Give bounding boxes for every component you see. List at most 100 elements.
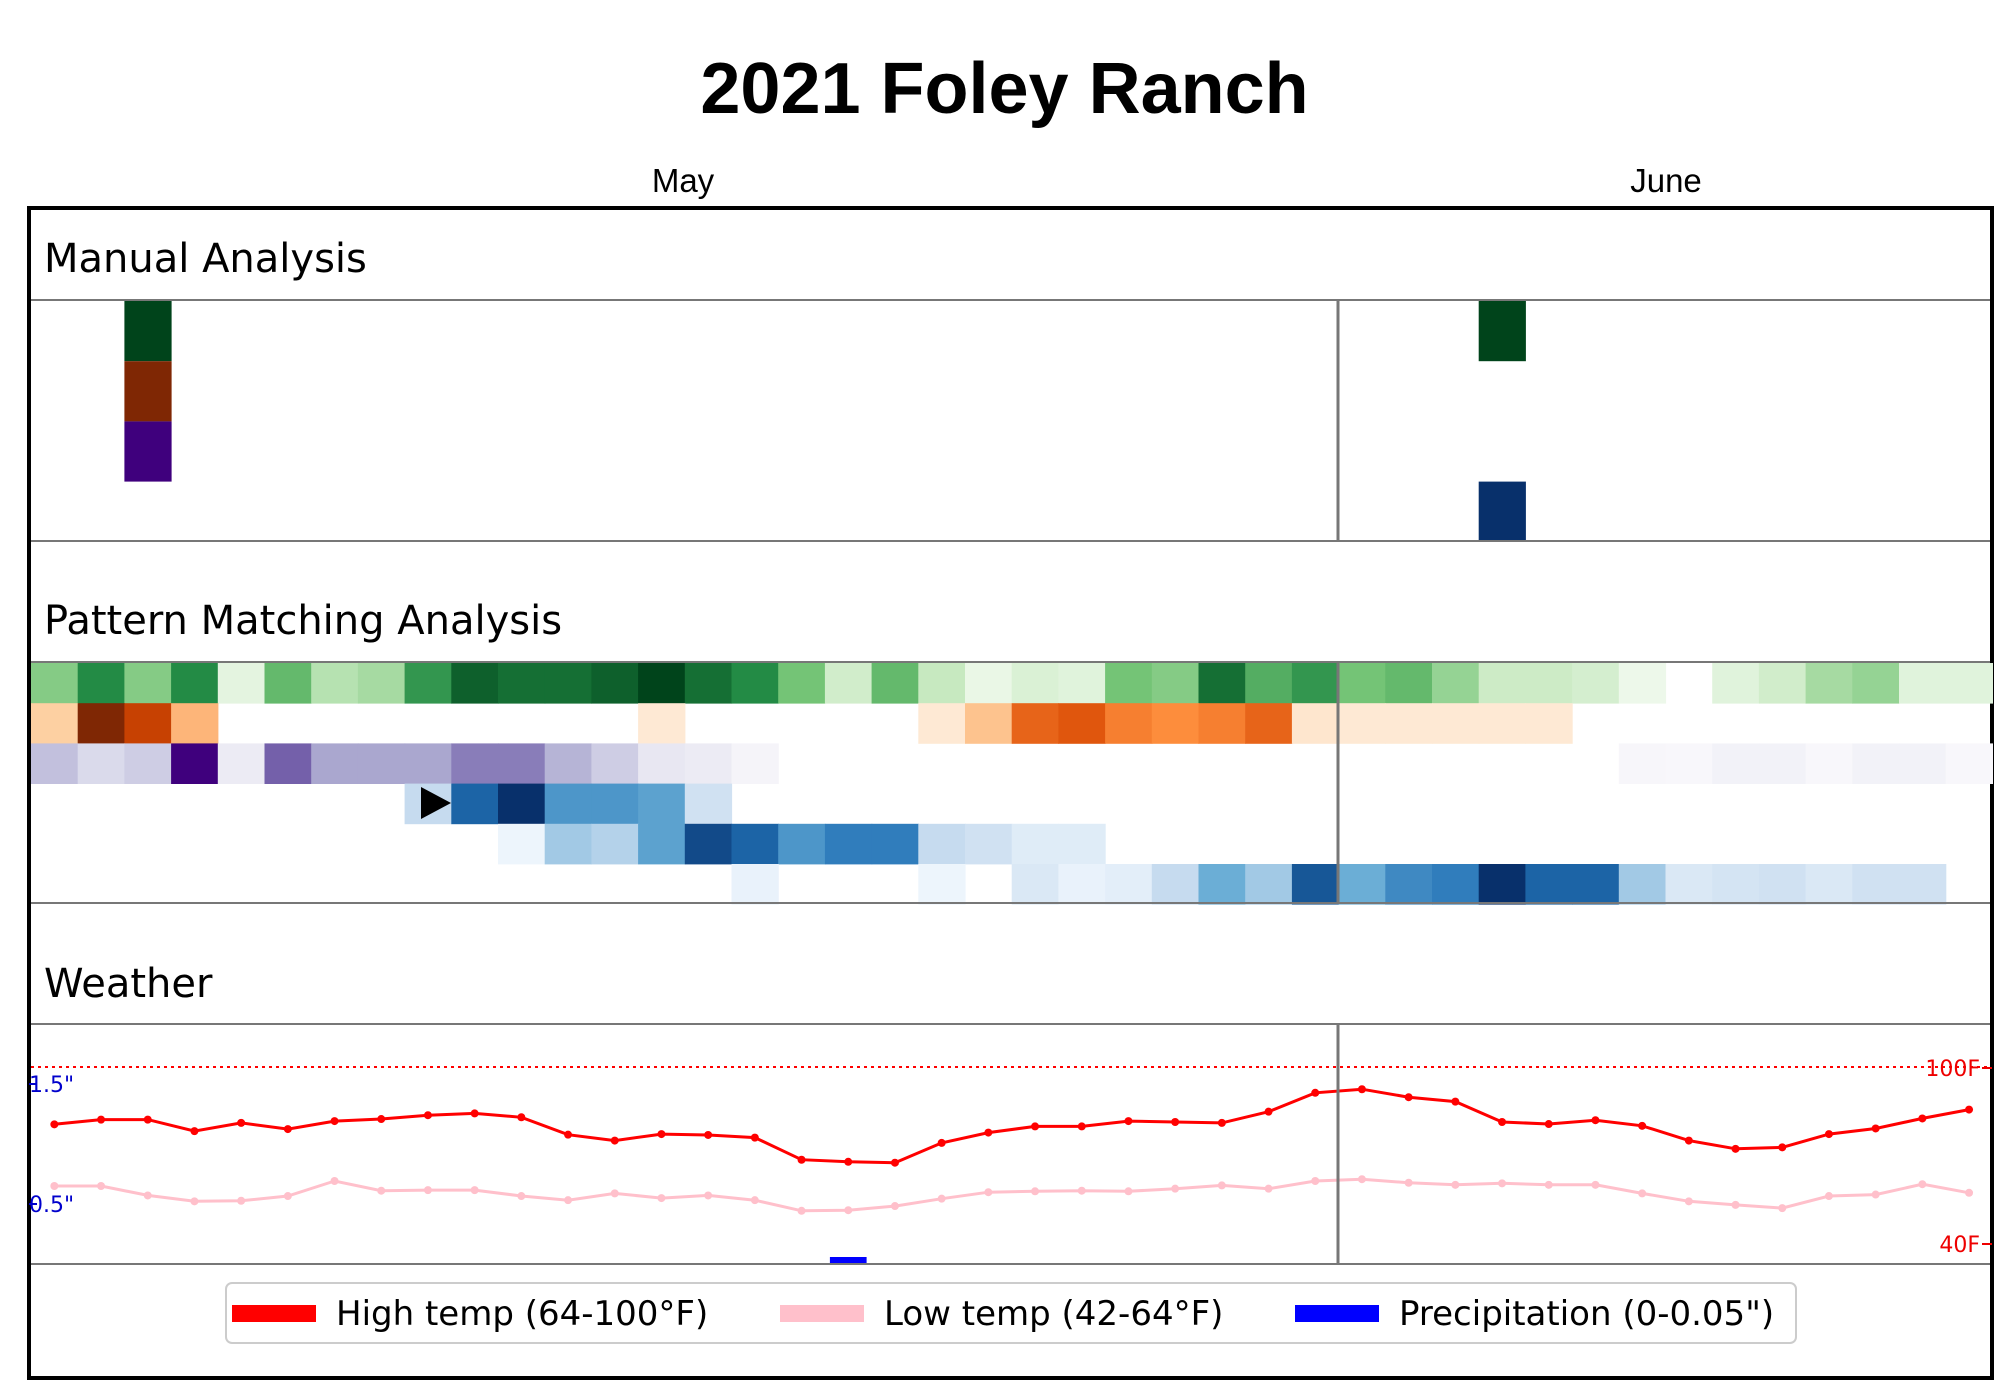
legend-swatch-precipitation xyxy=(1295,1305,1379,1322)
pattern-cell-r1-d20 xyxy=(965,703,1013,744)
high-temp-line xyxy=(54,1087,1970,1165)
pattern-cell-r5-d29 xyxy=(1385,864,1433,905)
pattern-cell-r5-d34 xyxy=(1618,864,1667,905)
pattern-cell-r0-d3 xyxy=(171,663,219,704)
high-temp-point-28 xyxy=(1357,1085,1366,1094)
pattern-cell-r5-d28 xyxy=(1338,864,1386,905)
low-temp-point-39 xyxy=(1871,1190,1880,1199)
pattern-matching-cells xyxy=(31,663,1993,905)
pattern-cell-r2-d2 xyxy=(124,743,172,784)
pattern-cell-r1-d21 xyxy=(1011,703,1059,744)
pattern-cell-r0-d36 xyxy=(1712,663,1760,704)
high-temp-points xyxy=(50,1085,1974,1167)
pattern-cell-r1-d30 xyxy=(1432,703,1480,744)
low-temp-point-33 xyxy=(1591,1180,1600,1189)
pattern-cell-r5-d32 xyxy=(1525,864,1573,905)
pattern-cell-r2-d41 xyxy=(1945,743,1993,784)
pattern-cell-r2-d8 xyxy=(404,743,452,784)
pattern-cell-r0-d22 xyxy=(1058,663,1106,704)
pattern-cell-r0-d9 xyxy=(451,663,499,704)
low-temp-point-6 xyxy=(330,1176,339,1185)
low-temp-point-13 xyxy=(657,1194,666,1203)
low-temp-point-27 xyxy=(1311,1176,1320,1185)
pattern-cell-r3-d13 xyxy=(638,783,686,825)
pattern-cell-r5-d31 xyxy=(1478,864,1526,905)
low-temp-points xyxy=(50,1175,1974,1215)
pattern-cell-r4-d17 xyxy=(824,823,873,865)
high-temp-point-33 xyxy=(1591,1116,1600,1125)
low-temp-point-37 xyxy=(1778,1204,1787,1213)
low-temp-point-32 xyxy=(1544,1180,1553,1189)
high-temp-point-12 xyxy=(610,1136,619,1145)
high-temp-point-13 xyxy=(657,1130,666,1139)
pattern-cell-r2-d9 xyxy=(451,743,499,784)
high-temp-point-0 xyxy=(50,1120,59,1129)
low-temp-point-9 xyxy=(470,1186,479,1195)
pattern-cell-r5-d15 xyxy=(731,864,779,905)
high-temp-point-34 xyxy=(1638,1121,1647,1130)
pattern-cell-r2-d6 xyxy=(311,743,359,784)
pattern-cell-r1-d26 xyxy=(1245,703,1293,744)
chart-title: 2021 Foley Ranch xyxy=(700,49,1309,129)
high-temp-point-29 xyxy=(1404,1093,1413,1102)
low-temp-point-17 xyxy=(844,1206,853,1215)
pattern-cell-r1-d13 xyxy=(638,703,686,744)
panel-title-weather: Weather xyxy=(44,961,213,1007)
pattern-cell-r4-d18 xyxy=(871,823,919,865)
pattern-cell-r0-d31 xyxy=(1478,663,1526,704)
pattern-cell-r3-d12 xyxy=(591,783,639,825)
pattern-cell-r1-d24 xyxy=(1151,703,1200,744)
pattern-cell-r1-d32 xyxy=(1525,703,1573,744)
pattern-cell-r5-d27 xyxy=(1291,864,1340,905)
high-temp-point-2 xyxy=(143,1115,152,1124)
pattern-cell-r2-d37 xyxy=(1758,743,1807,784)
manual-cell-2 xyxy=(124,421,172,482)
low-temp-point-24 xyxy=(1171,1184,1180,1193)
high-temp-point-7 xyxy=(377,1115,386,1124)
legend-swatch-high-temp xyxy=(232,1305,316,1322)
pattern-cell-r0-d39 xyxy=(1852,663,1900,704)
low-temp-point-16 xyxy=(797,1206,806,1215)
pattern-cell-r0-d8 xyxy=(404,663,452,704)
pattern-cell-r0-d6 xyxy=(311,663,359,704)
pattern-cell-r0-d30 xyxy=(1432,663,1480,704)
pattern-cell-r2-d13 xyxy=(638,743,686,784)
temp-axis-bottom-label: 40F xyxy=(1939,1233,1980,1258)
high-temp-point-14 xyxy=(704,1130,713,1139)
pattern-cell-r2-d40 xyxy=(1899,743,1947,784)
pattern-cell-r4-d10 xyxy=(498,823,546,865)
pattern-cell-r0-d41 xyxy=(1945,663,1993,704)
pattern-cell-r5-d30 xyxy=(1432,864,1480,905)
high-temp-point-21 xyxy=(1031,1122,1040,1131)
pattern-cell-r0-d28 xyxy=(1338,663,1386,704)
pattern-cell-r5-d33 xyxy=(1572,864,1620,905)
pattern-cell-r1-d25 xyxy=(1198,703,1246,744)
pattern-cell-r1-d31 xyxy=(1478,703,1526,744)
low-temp-line xyxy=(54,1177,1970,1213)
manual-cell-1 xyxy=(124,361,172,422)
high-temp-point-27 xyxy=(1311,1088,1320,1097)
high-temp-point-40 xyxy=(1918,1114,1927,1123)
month-label-may: May xyxy=(651,162,715,199)
precip-axis-top-label: 1.5" xyxy=(29,1073,74,1098)
pattern-cell-r0-d16 xyxy=(778,663,826,704)
high-temp-point-20 xyxy=(984,1128,993,1137)
month-label-june: June xyxy=(1630,162,1702,199)
high-temp-point-26 xyxy=(1264,1107,1273,1116)
pattern-cell-r5-d40 xyxy=(1899,864,1947,905)
pattern-cell-r2-d5 xyxy=(264,743,312,784)
pattern-cell-r5-d38 xyxy=(1805,864,1853,905)
precip-axis-bottom-label: 0.5" xyxy=(29,1193,74,1218)
high-temp-point-31 xyxy=(1498,1117,1507,1126)
high-temp-point-17 xyxy=(844,1157,853,1166)
legend-label-high-temp: High temp (64-100°F) xyxy=(336,1294,708,1334)
pattern-cell-r5-d25 xyxy=(1198,864,1246,905)
pattern-cell-r4-d11 xyxy=(544,823,592,865)
legend: High temp (64-100°F) Low temp (42-64°F) … xyxy=(225,1282,1797,1344)
pattern-cell-r5-d21 xyxy=(1011,864,1059,905)
pattern-cell-r0-d15 xyxy=(731,663,779,704)
low-temp-point-4 xyxy=(237,1196,246,1205)
pattern-cell-r1-d1 xyxy=(77,703,125,744)
pattern-cell-r0-d7 xyxy=(357,663,406,704)
